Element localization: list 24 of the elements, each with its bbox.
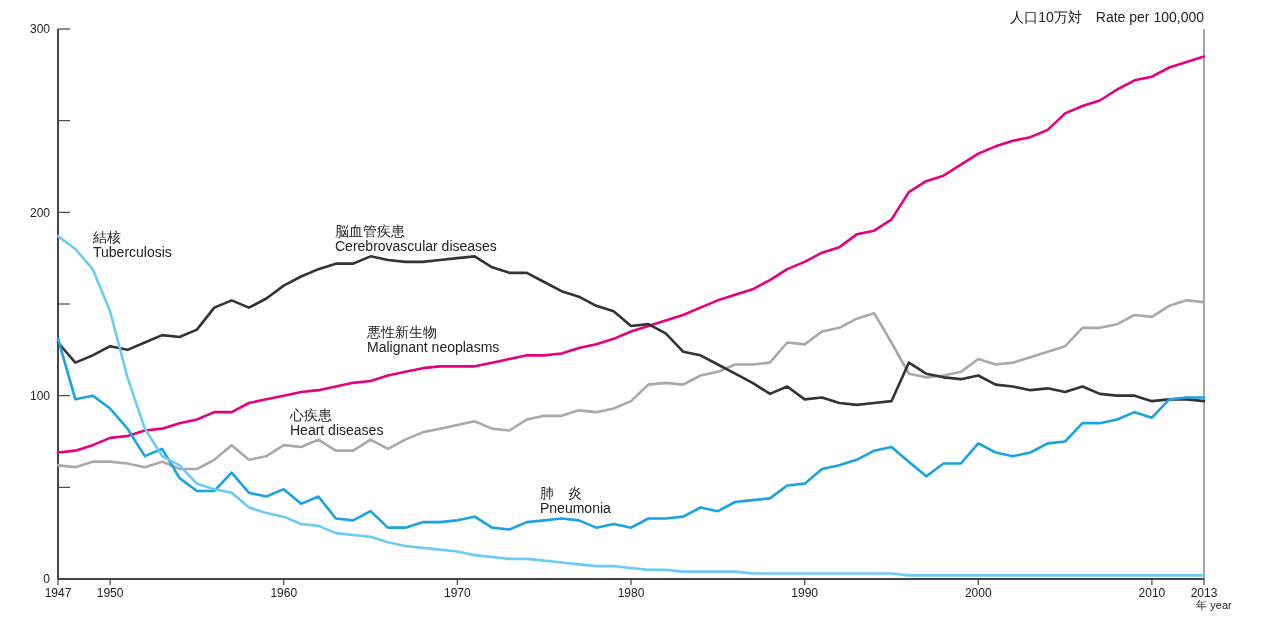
x-tick-label: 1950 bbox=[96, 586, 124, 600]
y-tick-label: 0 bbox=[43, 572, 51, 587]
x-tick-label: 2013 bbox=[1190, 586, 1218, 600]
x-tick-label: 1947 bbox=[44, 586, 72, 600]
x-tick-label: 2000 bbox=[964, 586, 992, 600]
y-tick-label: 200 bbox=[29, 205, 51, 220]
series-label: 結核 Tuberculosis bbox=[92, 229, 172, 260]
series-label: 心疾患 Heart diseases bbox=[289, 407, 384, 438]
y-tick-label: 300 bbox=[29, 22, 51, 37]
series-label: 肺 炎 Pneumonia bbox=[540, 485, 612, 516]
series-label: 悪性新生物 Malignant neoplasms bbox=[366, 324, 500, 355]
line-series bbox=[56, 255, 1206, 407]
line-series bbox=[56, 337, 1206, 531]
x-tick-label: 2010 bbox=[1138, 586, 1166, 600]
series-label: 脳血管疾患 Cerebrovascular diseases bbox=[335, 223, 497, 254]
x-tick-label: 1960 bbox=[270, 586, 298, 600]
x-tick-label: 1990 bbox=[791, 586, 819, 600]
line-series bbox=[56, 55, 1206, 454]
x-axis-title: 年 year bbox=[1196, 599, 1233, 611]
x-tick-label: 1980 bbox=[617, 586, 645, 600]
x-tick-label: 1970 bbox=[444, 586, 472, 600]
y-tick-label: 100 bbox=[29, 388, 51, 403]
y-axis-title: 人口10万対 Rate per 100,000 bbox=[1010, 9, 1205, 25]
line-series bbox=[56, 299, 1206, 471]
